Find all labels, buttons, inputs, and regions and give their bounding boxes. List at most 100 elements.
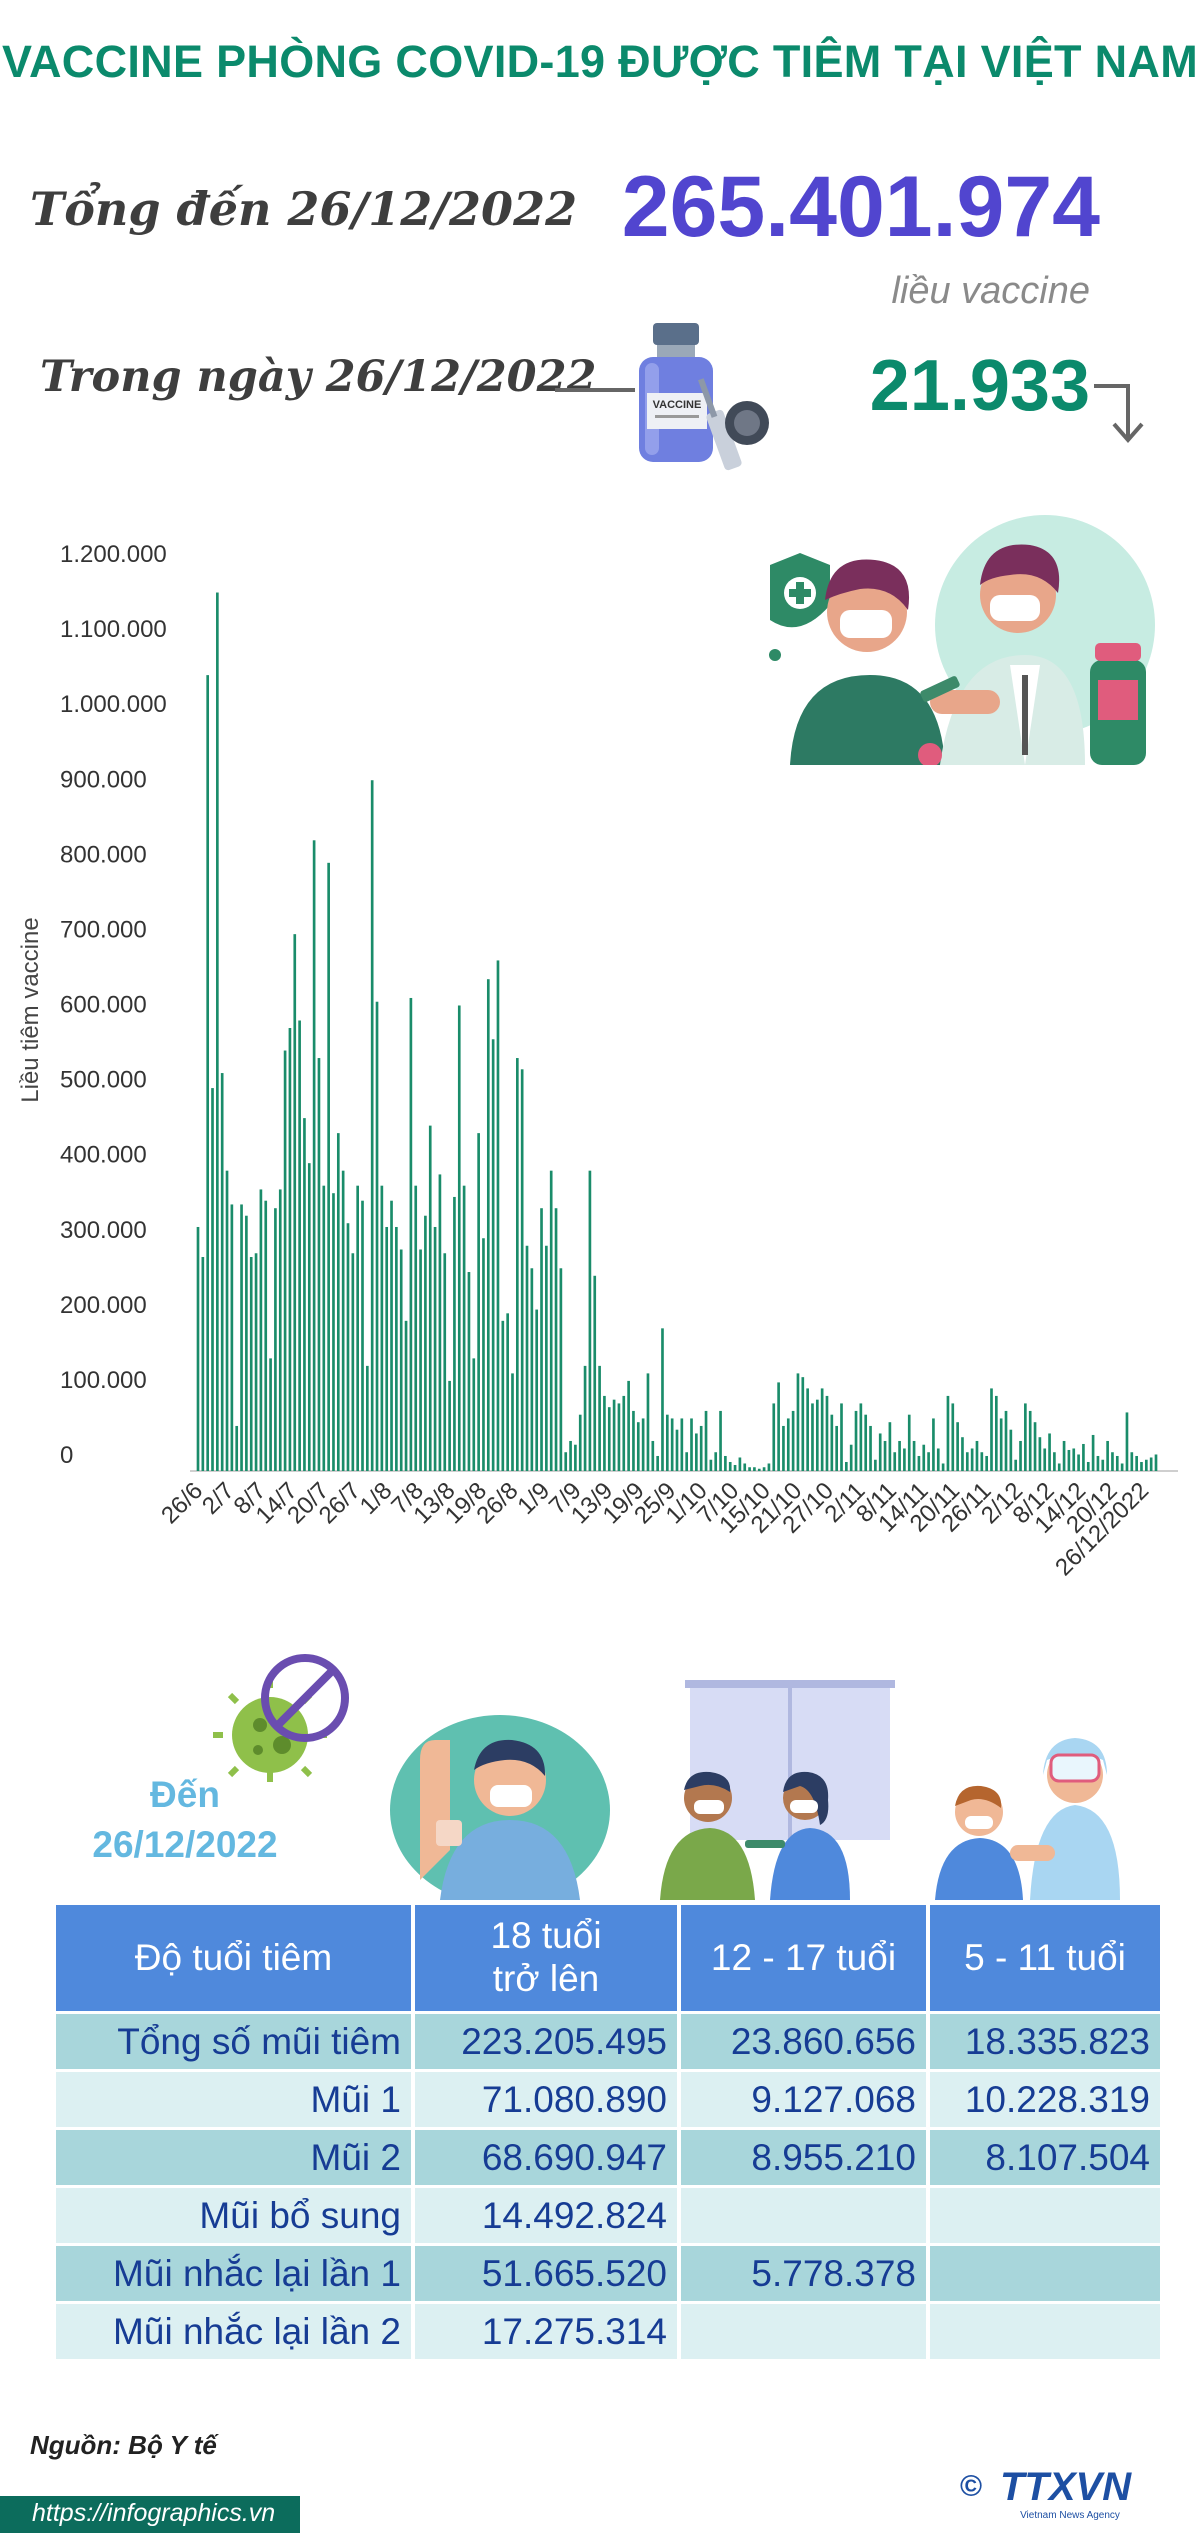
bar [704,1410,708,1471]
bar [317,1058,321,1471]
bar [1077,1454,1080,1471]
bar [511,1373,514,1471]
bar [956,1422,959,1471]
bar [525,1245,529,1471]
bar [845,1461,848,1471]
bar [917,1455,921,1471]
bar [690,1418,693,1471]
row-label: Mũi 2 [56,2130,411,2185]
header-18-plus-line2: trở lên [492,1958,600,1999]
y-tick-label: 300.000 [60,1217,147,1244]
bar [554,1208,558,1471]
y-tick-label: 700.000 [60,916,147,943]
bar [685,1452,689,1471]
bar [980,1452,984,1471]
bar [927,1452,930,1471]
bar [796,1373,800,1471]
bar [1004,1410,1008,1471]
bar [985,1455,988,1471]
bar [675,1429,679,1471]
bar [849,1444,853,1471]
bar [743,1463,747,1471]
cell-18-plus: 14.492.824 [415,2188,677,2243]
bar [414,1185,418,1471]
cell-5-11: 10.228.319 [930,2072,1160,2127]
bar [380,1185,384,1471]
bar [196,1226,200,1471]
bar [540,1208,543,1471]
bar [1091,1434,1095,1471]
virus-crossed-icon [213,1654,349,1782]
bar [598,1365,601,1471]
cell-12-17 [681,2304,926,2359]
bar [269,1358,272,1472]
bar [1140,1461,1143,1471]
bar [225,1170,229,1471]
bar [757,1468,761,1471]
bar [298,1020,301,1471]
bar [564,1452,568,1471]
bar [259,1189,263,1471]
bar [878,1433,882,1471]
bar [390,1200,393,1471]
bar [399,1249,403,1471]
bar [1086,1461,1090,1471]
bar [830,1414,834,1471]
bar [395,1226,398,1471]
bar [549,1170,553,1471]
table-row: Mũi bổ sung 14.492.824 [56,2188,1160,2243]
bar [820,1388,824,1471]
bar [409,997,413,1471]
bar [859,1403,863,1471]
bar [346,1223,350,1471]
bar [235,1425,239,1471]
bar [1048,1433,1051,1471]
header-18-plus-line1: 18 tuổi [490,1915,602,1957]
footer-url-bar [0,2496,300,2533]
y-tick-label: 800.000 [60,841,147,868]
bar [1096,1455,1100,1471]
header-5-11: 5 - 11 tuổi [930,1905,1160,2011]
bar [1062,1440,1066,1471]
bar [351,1253,355,1471]
y-tick-label: 500.000 [60,1067,147,1094]
daily-doses-bar-chart: Liều tiêm vaccine 0 100.000 200.000 300.000… [17,541,1178,1580]
bar [782,1425,785,1471]
bar [245,1215,248,1471]
source-note: Nguồn: Bộ Y tế [30,2430,217,2460]
age-group-table: Độ tuổi tiêm 18 tuổi trở lên 12 - 17 tuổ… [52,1902,1164,2362]
footer-url[interactable]: https://infographics.vn [32,2499,276,2527]
bar [922,1444,926,1471]
bar [288,1028,292,1471]
bar [680,1418,684,1471]
y-tick-label: 600.000 [60,992,147,1019]
bar [545,1245,548,1471]
bar [733,1464,737,1471]
bar [1115,1455,1119,1471]
bar [603,1395,606,1471]
total-doses-value: 265.401.974 [621,159,1100,255]
bar [903,1448,906,1471]
bar [1033,1422,1037,1471]
bar [264,1200,268,1471]
bar [1144,1459,1148,1471]
bar [869,1425,872,1471]
bar [482,1238,485,1471]
bar [593,1275,597,1471]
bar [520,1069,524,1471]
bar [1154,1454,1158,1471]
bar [303,1118,306,1471]
bar [366,1365,369,1471]
bar [216,592,219,1471]
logo-subtext: Vietnam News Agency [1020,2510,1120,2521]
bar [501,1320,505,1471]
bar [404,1320,408,1471]
bar [240,1204,243,1471]
bar [424,1215,427,1471]
bar [249,1257,253,1471]
total-label: Tổng đến 26/12/2022 [30,182,578,236]
bar [1038,1437,1042,1471]
bar [433,1226,437,1471]
bar [307,1163,311,1471]
y-axis-ticks: 0 100.000 200.000 300.000 400.000 500.000 600.… [60,541,167,1469]
